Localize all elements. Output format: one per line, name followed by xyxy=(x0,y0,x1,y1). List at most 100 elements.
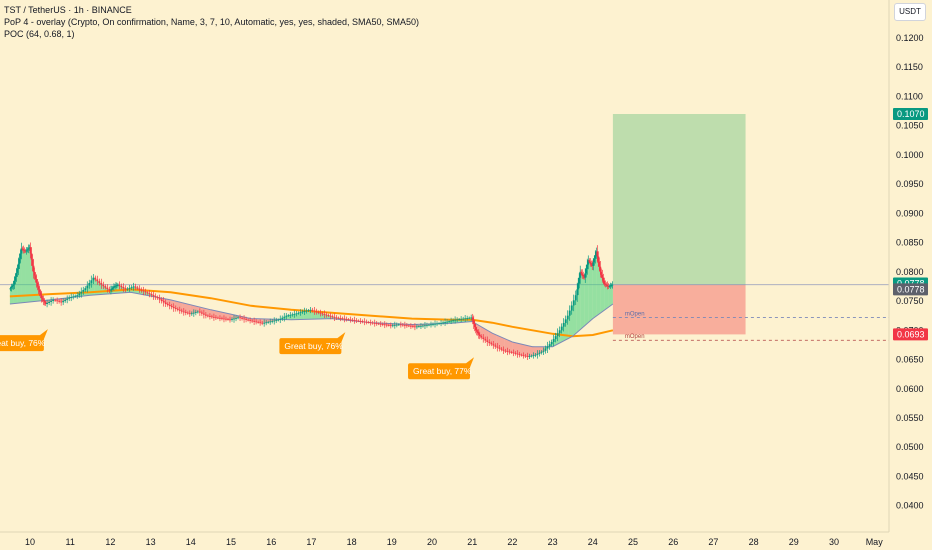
candle-body xyxy=(239,317,241,319)
candle-body xyxy=(414,326,416,328)
candle-body xyxy=(271,321,274,322)
candle-body xyxy=(401,324,404,326)
candle-body xyxy=(585,268,588,274)
candle-body xyxy=(102,284,105,287)
candle-body xyxy=(289,314,292,316)
candle-body xyxy=(436,323,438,325)
candle-body xyxy=(42,299,45,302)
trend-shade xyxy=(488,330,497,347)
candle-body xyxy=(482,337,485,340)
candle-body xyxy=(560,326,563,331)
candle-body xyxy=(542,350,545,352)
candle-body xyxy=(578,277,581,284)
candle-body xyxy=(608,286,611,287)
candle-body xyxy=(70,296,73,298)
candle-body xyxy=(215,317,217,319)
candle-body xyxy=(186,312,189,314)
candle-body xyxy=(142,290,145,292)
candle-body xyxy=(134,286,137,288)
candle-body xyxy=(50,300,53,302)
candle-body xyxy=(172,307,175,309)
candle-body xyxy=(508,351,511,353)
price-tag-label: 0.1070 xyxy=(897,109,925,119)
candle-body xyxy=(283,316,286,318)
candle-body xyxy=(148,293,151,295)
candle-body xyxy=(473,323,476,328)
buy-signal-tag xyxy=(408,363,471,380)
price-tag xyxy=(893,328,928,341)
trend-shade xyxy=(512,342,521,355)
candle-body xyxy=(572,300,575,306)
candle-body xyxy=(211,316,213,318)
candle-body xyxy=(21,248,24,250)
candle-body xyxy=(609,285,612,287)
candle-body xyxy=(190,313,193,315)
candle-body xyxy=(475,330,478,332)
candle-body xyxy=(35,279,38,283)
candle-body xyxy=(379,323,382,325)
candle-body xyxy=(579,271,582,278)
trend-shade xyxy=(174,300,183,312)
candle-body xyxy=(488,342,491,344)
candle-body xyxy=(114,286,116,287)
candle-body xyxy=(200,312,203,314)
candle-body xyxy=(293,313,296,315)
candle-body xyxy=(311,309,314,311)
candle-body xyxy=(281,317,284,319)
candle-body xyxy=(393,325,396,326)
candle-body xyxy=(245,319,247,320)
candle-body xyxy=(227,319,229,320)
candle-body xyxy=(208,316,211,317)
symbol-title[interactable]: TST / TetherUS · 1h · BINANCE xyxy=(4,5,132,15)
candle-body xyxy=(68,297,71,299)
candle-body xyxy=(237,317,239,319)
candle-body xyxy=(526,356,529,357)
candle-body xyxy=(373,323,376,324)
trend-shade xyxy=(520,343,529,357)
candle-body xyxy=(37,286,40,290)
candle-body xyxy=(592,262,595,266)
candle-body xyxy=(263,322,266,324)
buy-signal-pointer xyxy=(337,332,346,343)
candle-body xyxy=(576,289,579,296)
candle-body xyxy=(120,285,123,288)
candle-body xyxy=(548,344,551,347)
candle-body xyxy=(166,304,169,306)
x-tick-label: May xyxy=(866,537,884,547)
trend-shade xyxy=(263,318,272,324)
candle-body xyxy=(387,325,390,326)
candle-body xyxy=(56,300,59,302)
candle-body xyxy=(84,288,87,290)
candle-body xyxy=(19,253,22,259)
candle-body xyxy=(313,310,316,312)
candle-body xyxy=(601,274,604,278)
y-tick-label: 0.0850 xyxy=(896,238,924,248)
candle-body xyxy=(265,322,268,324)
candle-body xyxy=(331,316,334,318)
candle-body xyxy=(303,311,306,312)
candle-body xyxy=(597,256,600,262)
x-tick-label: 12 xyxy=(105,537,115,547)
candle-body xyxy=(341,318,344,320)
candle-body xyxy=(434,323,436,325)
candle-body xyxy=(223,318,225,320)
y-tick-label: 0.1100 xyxy=(896,91,923,101)
candle-body xyxy=(377,323,380,325)
trend-shade xyxy=(30,247,35,302)
candle-body xyxy=(432,324,434,325)
candle-body xyxy=(29,247,32,254)
candle-body xyxy=(450,320,452,322)
candle-body xyxy=(28,247,31,249)
candle-body xyxy=(98,281,101,283)
candle-body xyxy=(229,319,231,321)
currency-button[interactable]: USDT xyxy=(894,3,926,21)
candle-body xyxy=(460,318,463,320)
candle-body xyxy=(476,331,479,334)
trend-shade xyxy=(206,308,215,318)
indicator-legend[interactable]: PoP 4 - overlay (Crypto, On confirmation… xyxy=(4,17,420,27)
candle-body xyxy=(583,276,586,278)
poc-legend[interactable]: POC (64, 0.68, 1) xyxy=(4,29,75,39)
candle-body xyxy=(16,268,19,273)
candle-body xyxy=(484,339,487,341)
